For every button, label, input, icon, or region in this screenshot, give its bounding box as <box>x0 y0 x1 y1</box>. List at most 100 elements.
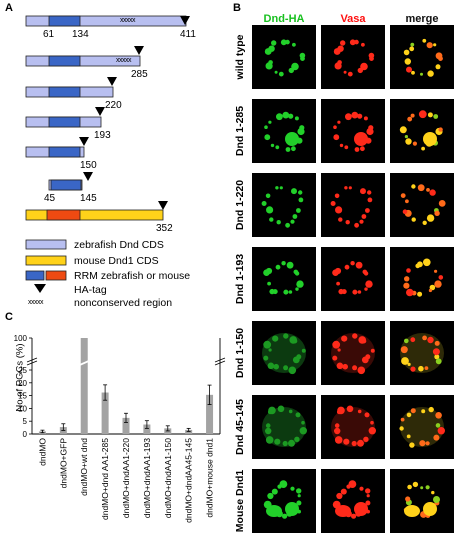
micrograph-red <box>321 469 385 533</box>
column-label-dnd-ha: Dnd-HA <box>263 13 305 25</box>
construct-bars <box>25 15 190 293</box>
axis-break-mark <box>26 357 38 363</box>
y-axis-label: No of PGCs (%) <box>14 343 26 412</box>
ha-tag-icon <box>95 107 105 116</box>
construct-end-label: 145 <box>80 193 97 204</box>
bar-break-gap <box>79 360 89 366</box>
row-label: Mouse Dnd1 <box>234 469 246 533</box>
legend-swatch-rrm-zebrafish <box>25 270 45 281</box>
construct-start-label: 45 <box>44 193 56 204</box>
cell-granules <box>331 333 375 375</box>
y-tick-label: 0 <box>23 430 28 439</box>
micrograph-red <box>321 99 385 163</box>
row-label: Dnd 1-193 <box>234 253 246 305</box>
cell-granules <box>403 481 440 518</box>
micrograph-green <box>252 247 316 311</box>
row-label: Dnd 1-150 <box>234 327 246 379</box>
legend-mouse: mouse Dnd1 CDS <box>74 255 159 267</box>
construct-start-label: 61 <box>43 29 55 40</box>
y-tick-label: 10 <box>18 404 27 413</box>
ha-tag-icon <box>79 137 89 146</box>
panel-label-a: A <box>5 2 13 14</box>
x-tick-label: dndMO+mouse dnd1 <box>205 438 215 518</box>
column-label-vasa: Vasa <box>340 13 366 25</box>
nonconserved-mark: xxxxx <box>120 17 136 24</box>
bar <box>206 394 214 434</box>
bar <box>122 417 130 434</box>
panel-label-b: B <box>233 2 241 14</box>
micrograph-merge <box>390 395 454 459</box>
row-label: Dnd 1-285 <box>234 105 246 157</box>
pgc-bar-chart: 0 5 10 15 20 25 100 dndMO dndMO+GFP dndMO+wt dnd d… <box>14 334 226 523</box>
cell-granules <box>333 111 374 152</box>
x-tick-label: dndMO+dndAA1-220 <box>121 438 131 518</box>
construct-end-label: 352 <box>156 223 173 234</box>
construct-end-label: 150 <box>80 160 97 171</box>
micrograph-merge <box>390 247 454 311</box>
cell-granules <box>333 39 375 77</box>
cell-granules <box>331 405 376 447</box>
micrograph-red <box>321 173 385 237</box>
micrograph-merge <box>390 321 454 385</box>
micrograph-red <box>321 25 385 89</box>
column-label-merge: merge <box>405 13 439 25</box>
micrograph-red <box>321 395 385 459</box>
axis-break-mark <box>214 357 226 363</box>
micrograph-merge <box>390 173 454 237</box>
cell-granules <box>399 110 443 151</box>
construct-end-label: 193 <box>94 130 111 141</box>
cell-granules <box>262 333 306 375</box>
cell-granules <box>332 261 373 295</box>
construct-mouse-dnd1 <box>25 201 168 221</box>
cell-granules <box>400 333 444 373</box>
ha-tag-icon <box>34 284 46 293</box>
axis-break-mark <box>26 360 38 366</box>
construct-mid-label: 134 <box>72 29 89 40</box>
micrograph-merge <box>390 469 454 533</box>
ha-tag-icon <box>134 46 144 55</box>
x-tick-label: dndMO+dndAA1-193 <box>142 438 152 518</box>
nonconserved-mark: xxxxx <box>116 57 132 64</box>
micrograph-green <box>252 25 316 89</box>
cell-granules <box>399 406 445 448</box>
x-tick-label: dndMO+dnd AA1-285 <box>100 438 110 520</box>
ha-tag-icon <box>83 172 93 181</box>
micrograph-merge <box>390 99 454 163</box>
x-tick-label: dndMO+dndAA45-145 <box>184 438 194 523</box>
x-tick-label: dndMO+dndAA1-150 <box>163 438 173 518</box>
construct-end-label: 285 <box>131 69 148 80</box>
construct-full-length <box>25 15 190 27</box>
construct-45-145 <box>48 172 93 191</box>
row-label: wild type <box>234 34 246 80</box>
micrograph-red <box>321 247 385 311</box>
y-tick-label: 5 <box>23 417 28 426</box>
cell-granules <box>264 111 305 152</box>
legend-ha-tag: HA-tag <box>74 284 107 296</box>
y-tick-label: 100 <box>14 334 28 343</box>
y-tick-label: 20 <box>18 379 27 388</box>
bar <box>143 424 151 434</box>
ha-tag-icon <box>158 201 168 210</box>
y-tick-label: 25 <box>18 366 27 375</box>
x-tick-label: dndMO+wt dnd <box>79 438 89 496</box>
cell-granules <box>263 261 304 295</box>
construct-end-label: 411 <box>180 29 196 40</box>
construct-1-193 <box>25 107 105 128</box>
bar <box>185 429 193 434</box>
legend-swatch-zebrafish <box>25 239 67 250</box>
cell-granules <box>330 186 373 228</box>
x-tick-label: dndMO+GFP <box>58 438 68 489</box>
bar <box>101 392 109 434</box>
bar <box>80 338 88 434</box>
axis-break-mark <box>214 360 226 366</box>
y-tick-label: 15 <box>18 392 27 401</box>
micrograph-green <box>252 99 316 163</box>
construct-1-150 <box>25 137 89 158</box>
construct-1-220 <box>25 77 117 98</box>
construct-end-label: 220 <box>105 100 122 111</box>
legend-zebrafish: zebrafish Dnd CDS <box>74 239 164 251</box>
micrograph-green <box>252 321 316 385</box>
cell-granules <box>262 405 307 447</box>
cell-granules <box>264 39 306 77</box>
micrograph-green <box>252 395 316 459</box>
